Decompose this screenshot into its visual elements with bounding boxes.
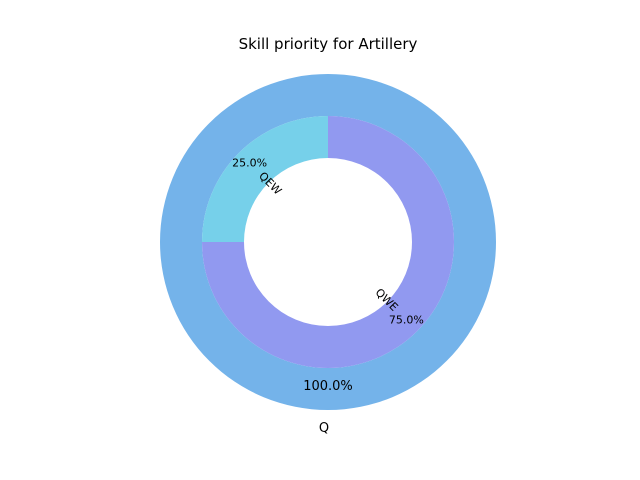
outer-slice-percent: 100.0%: [303, 379, 353, 394]
chart-title: Skill priority for Artillery: [239, 35, 418, 53]
outer-slice-label: Q: [319, 421, 329, 436]
inner-slice-percent: 25.0%: [232, 157, 267, 170]
inner-slice-percent: 75.0%: [389, 313, 424, 326]
inner-slice-qew: [202, 116, 328, 242]
inner-slice-qwe: [202, 116, 454, 368]
inner-ring: [202, 116, 454, 368]
